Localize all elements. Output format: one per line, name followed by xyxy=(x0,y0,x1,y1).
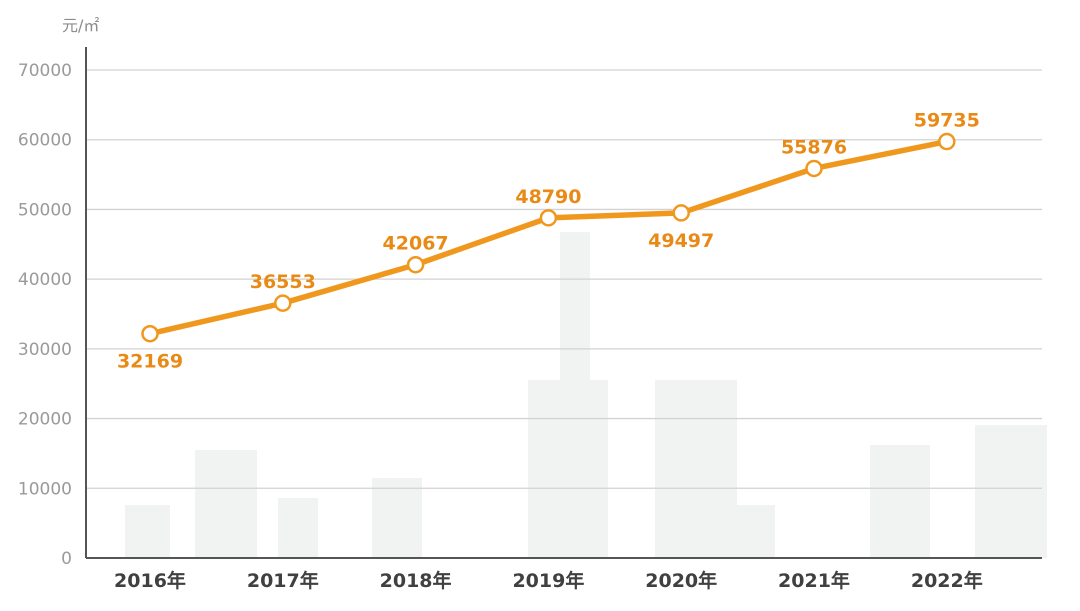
data-label: 59735 xyxy=(914,110,980,132)
data-point-marker xyxy=(406,255,425,274)
x-tick-label: 2017年 xyxy=(247,569,319,592)
data-labels: 32169 36553 42067 48790 49497 55876 59735 xyxy=(117,110,980,373)
data-label: 32169 xyxy=(117,351,183,373)
data-point-marker xyxy=(672,204,690,222)
y-tick-label: 50000 xyxy=(18,200,72,220)
x-axis-ticks: 2016年 2017年 2018年 2019年 2020年 2021年 2022年 xyxy=(114,569,983,592)
data-point-marker xyxy=(539,209,558,227)
x-tick-label: 2022年 xyxy=(911,569,983,592)
data-label: 55876 xyxy=(781,136,847,158)
background-skyline xyxy=(125,232,1047,558)
data-point-marker xyxy=(274,294,292,312)
data-label: 42067 xyxy=(383,233,449,255)
x-tick-label: 2016年 xyxy=(114,569,186,592)
data-label: 49497 xyxy=(648,230,714,252)
y-tick-label: 30000 xyxy=(18,340,72,360)
y-tick-label: 10000 xyxy=(18,479,72,499)
x-tick-label: 2021年 xyxy=(778,569,850,592)
y-tick-label: 0 xyxy=(61,549,72,569)
y-tick-label: 60000 xyxy=(18,131,72,151)
axes xyxy=(85,47,1042,559)
y-tick-label: 20000 xyxy=(18,410,72,430)
data-point-marker xyxy=(805,159,823,178)
y-tick-label: 70000 xyxy=(18,61,72,81)
series-line xyxy=(147,138,950,337)
y-axis-unit-label: 元/㎡ xyxy=(62,16,99,35)
y-tick-label: 40000 xyxy=(18,270,72,290)
data-label: 36553 xyxy=(250,271,316,293)
x-tick-label: 2019年 xyxy=(512,569,584,592)
data-point-marker xyxy=(938,132,956,151)
series-line-group xyxy=(147,138,950,337)
gridlines xyxy=(86,69,1042,489)
x-tick-label: 2020年 xyxy=(645,569,717,592)
data-label: 48790 xyxy=(515,186,581,208)
x-tick-label: 2018年 xyxy=(380,569,452,592)
y-axis-ticks: 0 10000 20000 30000 40000 50000 60000 70000 xyxy=(18,61,72,569)
data-point-marker xyxy=(141,324,159,343)
data-markers xyxy=(141,132,956,343)
